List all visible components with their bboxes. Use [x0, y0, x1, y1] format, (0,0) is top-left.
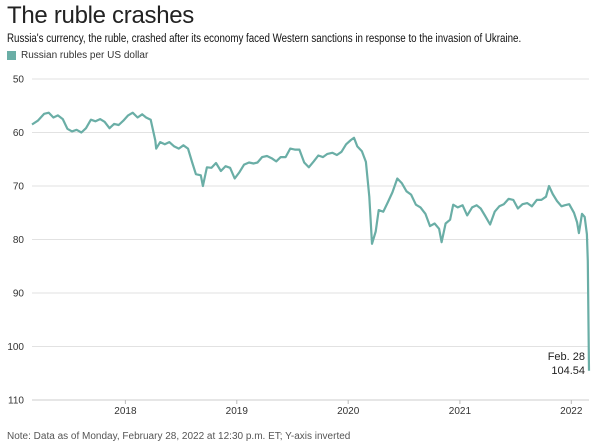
annotation-value: 104.54 [551, 365, 585, 377]
x-tick-label: 2022 [560, 406, 583, 417]
x-tick-label: 2020 [337, 406, 360, 417]
legend-label: Russian rubles per US dollar [21, 50, 149, 61]
chart-subtitle: Russia's currency, the ruble, crashed af… [7, 31, 522, 45]
series-line-rubles-per-usd [31, 111, 591, 371]
x-tick-label: 2019 [226, 406, 249, 417]
y-tick-label: 100 [7, 342, 24, 353]
y-tick-label: 110 [8, 396, 24, 407]
x-tick-label: 2018 [114, 406, 137, 417]
legend: Russian rubles per US dollar [7, 50, 148, 61]
annotation-date: Feb. 28 [548, 351, 585, 363]
footnote: Note: Data as of Monday, February 28, 20… [7, 431, 351, 442]
legend-swatch [7, 51, 16, 60]
y-tick-label: 70 [13, 182, 25, 193]
y-tick-label: 50 [13, 75, 25, 86]
y-tick-label: 80 [13, 235, 25, 246]
chart-title: The ruble crashes [7, 2, 194, 29]
y-tick-label: 60 [13, 128, 25, 139]
y-tick-label: 90 [13, 289, 25, 300]
x-tick-label: 2021 [449, 406, 472, 417]
